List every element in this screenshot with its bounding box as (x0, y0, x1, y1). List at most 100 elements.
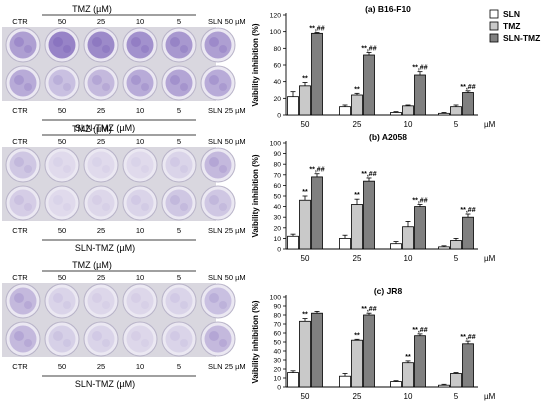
culture-well (122, 27, 158, 63)
well-stain-spot (14, 195, 24, 205)
culture-well (161, 27, 197, 63)
well-stain-spot (14, 331, 24, 341)
well-stain-spot (53, 37, 63, 47)
y-tick-label: 50 (273, 194, 281, 201)
bar-sln-tmz-5 (462, 92, 474, 116)
chart-title: (a) B16-F10 (365, 4, 411, 14)
well-stain-spot (102, 203, 110, 211)
culture-well (83, 321, 119, 357)
well-stain-spot (24, 165, 32, 173)
well-stain-spot (219, 83, 227, 91)
y-tick-label: 10 (273, 376, 281, 383)
plate-bottom-label: CTR (12, 106, 28, 115)
bar-tmz-5 (450, 240, 462, 250)
well-stain (9, 189, 37, 217)
well-stain (126, 325, 154, 353)
well-stain (48, 325, 76, 353)
well-stain-spot (170, 75, 180, 85)
well-stain-spot (63, 301, 71, 309)
bar-sln-tmz-50 (311, 32, 323, 116)
well-stain (165, 69, 193, 97)
well-stain (126, 69, 154, 97)
plate-bottom-header: SLN-TMZ (µM) (75, 123, 135, 133)
x-unit-label: µM (484, 254, 496, 263)
well-stain-spot (24, 203, 32, 211)
bar-sln-5 (438, 384, 450, 388)
plate-bottom-label: SLN 25 µM (208, 226, 246, 235)
well-stain-spot (219, 301, 227, 309)
significance-label: **,## (412, 327, 427, 334)
plate-top-label: 10 (136, 273, 144, 282)
plate-panel-2: TMZ (µM) CTR 50 25 10 5 SLN 50 µM CTR 50 25 10 5 SLN… (2, 124, 246, 253)
culture-well (161, 147, 197, 183)
y-tick-label: 70 (273, 322, 281, 329)
well-dish (83, 147, 119, 183)
culture-well (44, 283, 80, 319)
well-stain-spot (53, 157, 63, 167)
bar-sln-tmz-10 (414, 206, 426, 250)
significance-label: ** (405, 354, 411, 361)
well-stain-spot (180, 45, 188, 53)
plate-bottom-label: 25 (97, 106, 105, 115)
well-stain-spot (219, 203, 227, 211)
culture-well (5, 321, 41, 357)
x-unit-label: µM (484, 392, 496, 401)
well-stain-spot (131, 37, 141, 47)
culture-well (83, 147, 119, 183)
y-tick-label: 100 (270, 29, 282, 36)
culture-well (83, 65, 119, 101)
well-stain-spot (14, 37, 24, 47)
well-dish (5, 185, 41, 221)
culture-well (200, 27, 236, 63)
plate-top-label: CTR (12, 273, 28, 282)
culture-well (44, 321, 80, 357)
well-stain (9, 325, 37, 353)
x-tick-label: 25 (353, 120, 362, 129)
well-stain-spot (141, 83, 149, 91)
well-stain-spot (170, 331, 180, 341)
well-stain (48, 69, 76, 97)
significance-label: **,## (361, 306, 376, 313)
well-dish (44, 283, 80, 319)
bar-sln-10 (390, 112, 402, 116)
well-stain-spot (131, 75, 141, 85)
bar-chart-1: (a) B16-F10 Vaibility inhibition (%) 0 20 40… (251, 4, 496, 129)
x-tick-label: 5 (454, 254, 459, 263)
plate-top-label: 25 (97, 273, 105, 282)
x-tick-label: 5 (454, 392, 459, 401)
bar-sln-tmz-50 (311, 312, 323, 388)
bar-tmz-5 (450, 106, 462, 116)
well-stain-spot (219, 45, 227, 53)
culture-well (44, 27, 80, 63)
culture-well (122, 185, 158, 221)
well-stain-spot (53, 195, 63, 205)
legend-label: TMZ (503, 21, 520, 31)
culture-well (122, 283, 158, 319)
culture-well (200, 185, 236, 221)
culture-well (5, 185, 41, 221)
bar-sln-5 (438, 112, 450, 116)
plate-top-label: 50 (58, 17, 66, 26)
significance-label: ** (302, 189, 308, 196)
bar-tmz-25 (351, 94, 363, 116)
well-dish (122, 65, 158, 101)
well-dish (44, 185, 80, 221)
bar-sln-10 (390, 381, 402, 388)
y-tick-label: 20 (273, 225, 281, 232)
well-stain-spot (170, 195, 180, 205)
well-stain (126, 31, 154, 59)
bar-sln-tmz-5 (462, 216, 474, 250)
significance-label: **,## (309, 167, 324, 174)
y-tick-label: 40 (273, 79, 281, 86)
y-tick-label: 60 (273, 331, 281, 338)
culture-well (5, 65, 41, 101)
plate-bottom-header: SLN-TMZ (µM) (75, 379, 135, 389)
x-tick-label: 10 (404, 392, 413, 401)
well-stain (87, 287, 115, 315)
plate-top-label: SLN 50 µM (208, 137, 246, 146)
bar-sln-tmz-50 (311, 176, 323, 250)
well-dish (83, 185, 119, 221)
y-tick-label: 80 (273, 313, 281, 320)
significance-label: **,## (460, 84, 475, 91)
well-dish (5, 147, 41, 183)
